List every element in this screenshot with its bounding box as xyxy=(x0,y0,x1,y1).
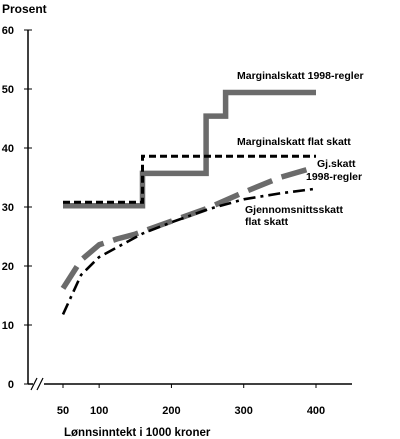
label-gjsnitt-flat-line1: Gjennomsnittsskatt xyxy=(245,204,344,216)
y-tick-label: 0 xyxy=(8,379,14,391)
series-line-1 xyxy=(63,89,316,209)
y-tick-label: 50 xyxy=(2,84,14,96)
series-line-3 xyxy=(60,164,317,290)
x-axis-label: Lønnsinntekt i 1000 kroner xyxy=(64,427,211,439)
label-gjskatt-1998-line1: Gj.skatt xyxy=(317,158,356,170)
x-tick-label: 100 xyxy=(90,405,108,417)
label-gjsnitt-flat-line2: flat skatt xyxy=(245,216,289,228)
label-marginalskatt-flat: Marginalskatt flat skatt xyxy=(237,136,351,148)
x-tick-label: 50 xyxy=(57,405,69,417)
y-tick-label: 10 xyxy=(2,320,14,332)
x-tick-label: 300 xyxy=(235,405,253,417)
y-tick-label: 60 xyxy=(2,25,14,37)
label-gjskatt-1998-line2: 1998-regler xyxy=(306,171,362,183)
axis-break-mark xyxy=(36,377,44,391)
series-layer xyxy=(60,89,317,315)
series-line-4 xyxy=(61,187,317,315)
x-tick-label: 400 xyxy=(307,405,325,417)
axes-layer: 0 10 20 30 40 50 60 50 100 200 300 400 xyxy=(2,25,352,417)
series-line-2 xyxy=(63,154,316,204)
axis-break-mark xyxy=(30,377,38,391)
y-tick-label: 30 xyxy=(2,202,14,214)
y-tick-label: 40 xyxy=(2,143,14,155)
y-axis-label: Prosent xyxy=(2,2,47,16)
label-marginalskatt-1998: Marginalskatt 1998-regler xyxy=(237,70,364,82)
y-tick-label: 20 xyxy=(2,261,14,273)
x-tick-label: 200 xyxy=(162,405,180,417)
